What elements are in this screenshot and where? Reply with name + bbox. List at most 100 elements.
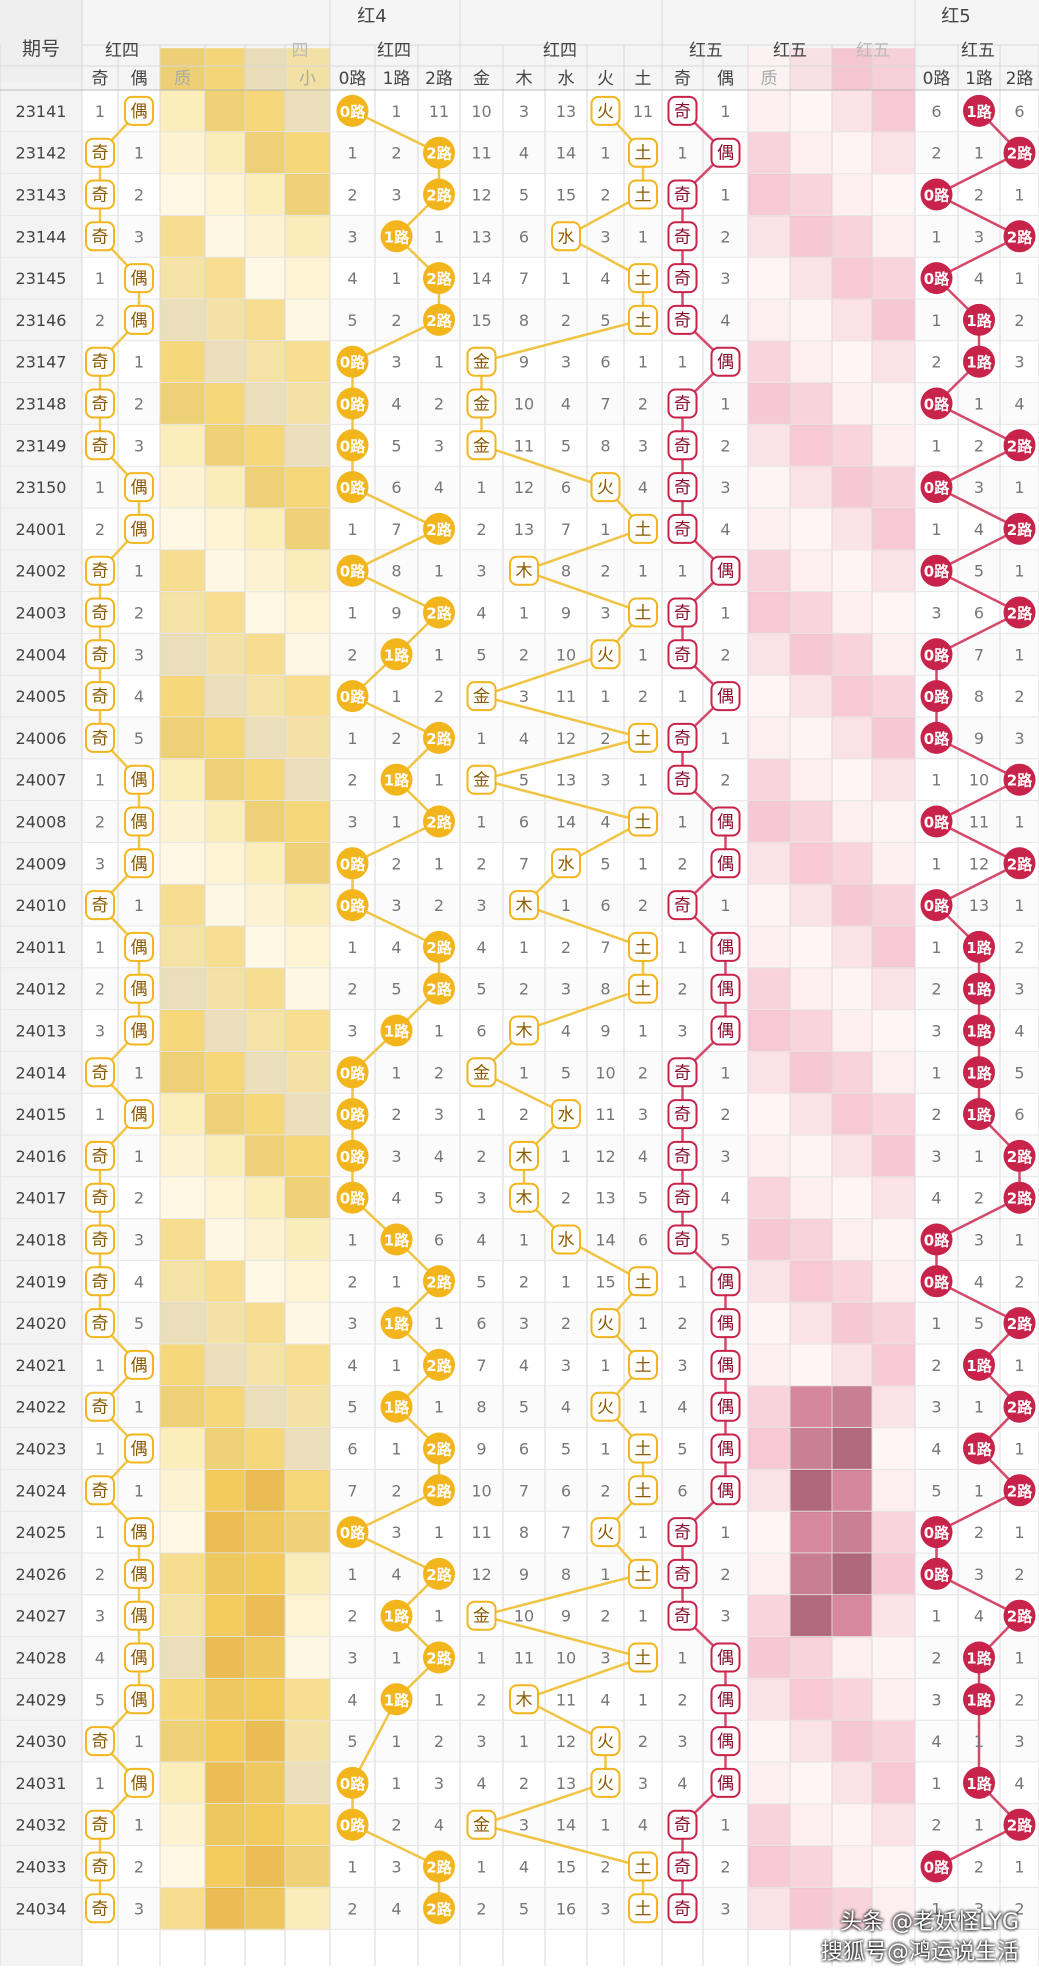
hit-cell-label: 偶 [717,353,734,373]
hit-cell-marker [667,1809,698,1840]
miss-count: 1 [391,813,401,832]
blurred-cell [205,508,245,551]
blurred-cell [285,1218,330,1262]
blurred-cell [160,884,205,927]
miss-count: 14 [556,813,576,832]
miss-count: 12 [556,1732,576,1751]
hit-cell-label: 偶 [717,938,734,958]
miss-count: 9 [519,1565,529,1584]
period-number: 24012 [16,980,67,999]
blurred-cell [790,1302,832,1345]
hit-cell-label: 1路 [966,312,992,330]
miss-count: 7 [476,1356,486,1375]
header-sub-red4-a: 红四 [105,41,139,61]
hit-cell-marker [667,179,698,210]
blurred-cell [872,1427,915,1471]
blurred-cell [748,1594,790,1638]
hit-cell-marker [380,638,413,671]
miss-count: 1 [434,771,444,790]
blurred-cell [748,1845,790,1889]
column-label: 水 [558,69,575,89]
blurred-cell [285,591,330,635]
blurred-cell [160,591,205,635]
hit-cell-label: 偶 [131,311,148,331]
hit-cell-label: 1路 [384,1399,410,1417]
miss-count: 3 [476,1189,486,1208]
hit-cell-marker [85,430,115,461]
miss-count: 7 [974,645,984,664]
hit-cell-label: 金 [473,436,490,456]
hit-cell-marker [1003,220,1036,253]
trend-line-segment [523,903,644,949]
hit-cell-label: 2路 [1007,521,1033,539]
hit-cell-label: 2路 [1007,855,1033,873]
miss-count: 1 [434,1022,444,1041]
miss-count: 15 [471,311,491,330]
hit-cell-label: 偶 [131,938,148,958]
blurred-cell [285,1553,330,1596]
hit-cell-label: 奇 [92,1147,109,1167]
hit-cell-label: 2路 [426,1859,452,1877]
miss-count: 5 [476,980,486,999]
blurred-cell [205,1636,245,1680]
miss-count: 3 [638,1774,648,1793]
blurred-cell [245,1302,285,1345]
miss-count: 8 [476,1398,486,1417]
header-sub-red4-c: 红四 [377,41,411,61]
blurred-cell [285,1887,330,1931]
miss-count: 10 [556,1649,576,1668]
hit-cell-marker [336,889,369,922]
miss-count: 2 [1014,1899,1024,1918]
blurred-cell [748,1427,790,1471]
hit-cell-marker [85,137,115,168]
hit-cell-label: 1路 [966,1023,992,1041]
blurred-cell [285,1720,330,1763]
period-number: 24020 [16,1314,67,1333]
miss-count: 1 [720,1523,730,1542]
hit-cell-label: 0路 [340,563,366,581]
blurred-cell [160,675,205,718]
hit-cell-marker [509,1140,539,1171]
blurred-cell [285,800,330,844]
blurred-cell [790,1009,832,1053]
blurred-cell [205,1427,245,1471]
blurred-cell [245,424,285,468]
hit-cell-label: 土 [635,813,652,833]
miss-count: 2 [95,980,105,999]
blurred-cell [872,466,915,509]
blurred-cell [748,800,790,844]
hit-cell-marker [920,1516,953,1549]
hit-cell-marker [336,1181,369,1214]
hit-cell-label: 2路 [1007,1148,1033,1166]
hit-cell-marker [710,1015,741,1046]
miss-count: 3 [677,1356,687,1375]
miss-count: 1 [434,1314,444,1333]
miss-count: 1 [931,854,941,873]
miss-count: 2 [519,645,529,664]
hit-cell-marker [124,1349,154,1380]
blurred-cell [790,842,832,886]
miss-count: 4 [974,1607,984,1626]
hit-cell-label: 2路 [1007,772,1033,790]
blurred-cell [285,1762,330,1805]
miss-count: 2 [391,1105,401,1124]
blurred-cell [748,131,790,175]
hit-cell-marker [628,179,658,210]
miss-count: 1 [519,604,529,623]
miss-count: 5 [95,1690,105,1709]
hit-cell-label: 火 [597,1314,614,1334]
miss-count: 8 [561,1565,571,1584]
hit-cell-label: 金 [473,1816,490,1836]
blurred-cell [748,675,790,718]
hit-cell-marker [590,95,621,126]
blurred-cell [160,1469,205,1513]
hit-cell-label: 土 [635,520,652,540]
hit-cell-label: 奇 [92,1189,109,1209]
miss-count: 7 [600,938,610,957]
miss-count: 1 [134,144,144,163]
hit-cell-marker [590,472,621,503]
miss-count: 12 [471,186,491,205]
miss-count: 1 [720,604,730,623]
blurred-cell [245,1093,285,1136]
